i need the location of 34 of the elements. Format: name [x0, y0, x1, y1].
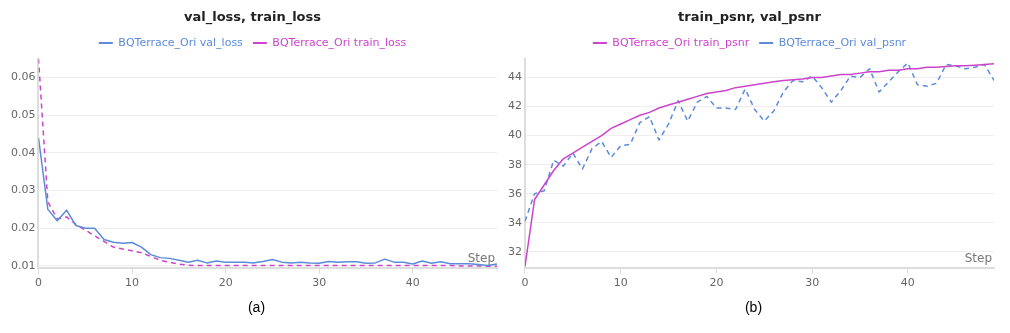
y-tick-label: 0.04	[10, 145, 36, 159]
y-tick-label: 0.03	[10, 183, 36, 197]
legend-label: BQTerrace_Ori train_loss	[272, 35, 407, 49]
y-tick-label: 0.02	[10, 221, 36, 235]
y-tick-label: 32	[508, 244, 522, 258]
legend-label: BQTerrace_Ori val_loss	[118, 35, 244, 49]
x-tick-label: 20	[709, 276, 724, 290]
x-tick-label: 10	[613, 276, 628, 290]
x-tick-label: 30	[805, 276, 820, 290]
y-tick-label: 42	[508, 99, 522, 113]
y-tick-label: 44	[508, 70, 522, 84]
legend-label: BQTerrace_Ori train_psnr	[612, 35, 750, 49]
x-axis-title: Step	[964, 250, 992, 265]
y-tick-label: 0.06	[10, 70, 36, 84]
y-tick-label: 40	[508, 128, 522, 142]
x-tick-label: 10	[125, 276, 140, 290]
x-tick-label: 40	[405, 276, 420, 290]
x-tick-label: 30	[312, 276, 327, 290]
y-tick-label: 0.01	[10, 258, 36, 272]
y-tick-label: 36	[508, 186, 522, 200]
legend-label: BQTerrace_Ori val_psnr	[778, 35, 907, 49]
x-tick-label: 0	[521, 276, 529, 290]
x-tick-label: 40	[900, 276, 915, 290]
y-tick-label: 34	[508, 215, 522, 229]
y-tick-label: 0.05	[10, 108, 36, 121]
chart-title: val_loss, train_loss	[183, 9, 322, 26]
chart-title: train_psnr, val_psnr	[678, 9, 822, 26]
x-tick-label: 0	[34, 276, 42, 290]
x-axis-title: Step	[467, 250, 495, 265]
text: (a)	[246, 299, 267, 315]
line-series	[525, 62, 994, 223]
x-tick-label: 20	[218, 276, 233, 290]
text: (b)	[743, 299, 764, 315]
y-tick-label: 38	[508, 157, 522, 171]
